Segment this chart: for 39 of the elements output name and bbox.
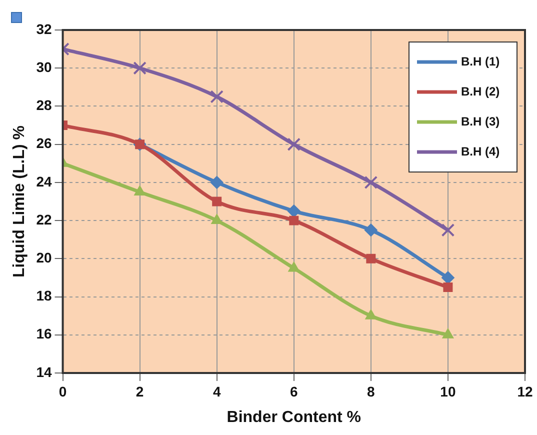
legend-label: B.H (1) [461, 54, 500, 68]
x-tick-label: 10 [440, 383, 456, 400]
x-tick-label: 0 [58, 383, 67, 400]
legend-label: B.H (2) [461, 84, 500, 98]
y-tick-label: 18 [36, 288, 52, 304]
point [212, 196, 222, 206]
y-tick-label: 26 [36, 135, 52, 152]
point [441, 223, 455, 237]
point [366, 254, 376, 264]
y-tick-label: 22 [36, 211, 52, 228]
x-tick-label: 4 [212, 383, 221, 400]
point [288, 262, 300, 272]
point [364, 176, 378, 190]
point [134, 185, 146, 196]
point [289, 216, 299, 226]
y-tick-label: 24 [36, 173, 52, 190]
y-tick-label: 20 [36, 250, 52, 266]
x-tick-label: 2 [136, 383, 144, 400]
point [210, 176, 224, 189]
x-axis-title: Binder Content % [226, 408, 361, 426]
point [287, 204, 300, 218]
point [443, 282, 453, 292]
y-tick-label: 30 [36, 58, 52, 75]
y-tick-label: 32 [36, 20, 52, 37]
point [441, 271, 454, 284]
y-tick-label: 16 [36, 326, 52, 342]
y-axis-title: Liquid Limie (L.L) % [11, 126, 28, 278]
x-tick-label: 12 [517, 383, 533, 400]
legend-label: B.H (3) [461, 114, 500, 128]
point [133, 61, 146, 75]
point [287, 138, 301, 151]
x-tick-label: 8 [367, 383, 376, 400]
point [364, 224, 378, 237]
y-tick-label: 14 [36, 364, 52, 380]
x-tick-label: 6 [290, 383, 298, 400]
y-tick-label: 28 [36, 97, 52, 114]
point [210, 90, 224, 104]
legend-label: B.H (4) [461, 144, 500, 158]
point [442, 328, 454, 338]
